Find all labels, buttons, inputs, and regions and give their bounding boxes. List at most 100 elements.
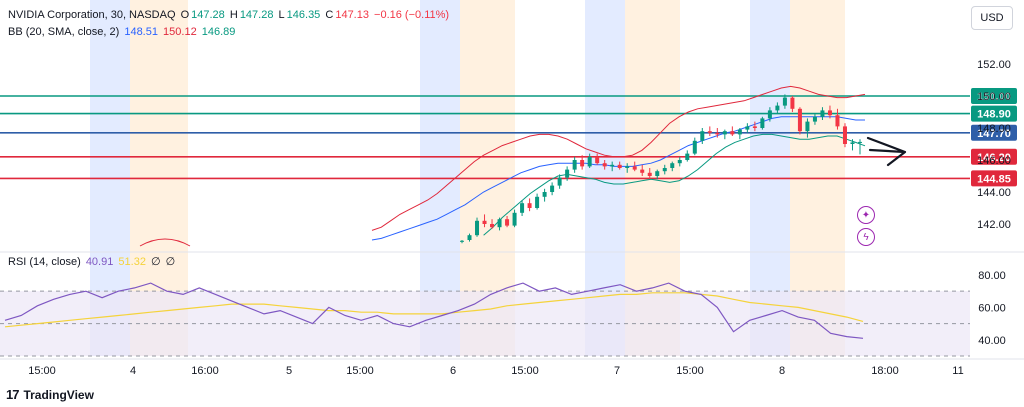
candle xyxy=(685,153,690,160)
rsi-line xyxy=(4,282,864,339)
candle xyxy=(790,97,795,109)
candle xyxy=(835,115,840,127)
rsi-tick: 80.00 xyxy=(978,270,1006,282)
candle xyxy=(557,177,562,186)
level-label: 144.85 xyxy=(977,173,1011,185)
open-label: O xyxy=(180,9,190,21)
sparkle-icon[interactable]: ✦ xyxy=(857,206,875,224)
rsi-tick: 40.00 xyxy=(978,335,1006,347)
price-tick: 144.00 xyxy=(977,187,1011,199)
time-tick: 15:00 xyxy=(511,365,539,377)
price-tick: 150.00 xyxy=(977,91,1011,103)
time-tick: 5 xyxy=(286,365,292,377)
candle xyxy=(482,220,487,224)
time-tick: 8 xyxy=(779,365,785,377)
time-tick: 6 xyxy=(450,365,456,377)
candle xyxy=(745,126,750,130)
lightning-icon[interactable]: ϟ xyxy=(857,228,875,246)
low-label: L xyxy=(278,9,285,21)
candle xyxy=(692,140,697,154)
candle xyxy=(497,219,502,228)
low-value: 146.35 xyxy=(286,9,321,21)
price-legend: NVIDIA Corporation, 30, NASDAQ O 147.28 H… xyxy=(8,9,451,21)
candle xyxy=(700,131,705,141)
time-tick: 7 xyxy=(614,365,620,377)
bb-legend: BB (20, SMA, close, 2) 148.51 150.12 146… xyxy=(8,26,237,38)
candle xyxy=(722,131,727,135)
price-tick: 152.00 xyxy=(977,59,1011,71)
brand-name: TradingView xyxy=(23,387,94,402)
bb-lower-value: 146.89 xyxy=(201,26,236,38)
candle xyxy=(812,116,817,122)
bb-upper-line xyxy=(371,85,866,231)
candle xyxy=(805,121,810,132)
close-label: C xyxy=(325,9,334,21)
bb-upper-fragment xyxy=(139,238,191,247)
tradingview-brand[interactable]: 17 TradingView xyxy=(6,387,94,402)
candle xyxy=(655,171,660,176)
rsi-ma-line xyxy=(4,292,864,328)
rsi-ma-value: 51.32 xyxy=(118,256,146,268)
candle xyxy=(490,224,495,228)
high-value: 147.28 xyxy=(239,9,274,21)
currency-button[interactable]: USD xyxy=(971,6,1013,30)
candle xyxy=(617,164,622,168)
candle xyxy=(527,203,532,208)
candle xyxy=(737,129,742,135)
candle xyxy=(775,105,780,111)
rsi-extra-2: ∅ xyxy=(165,256,176,268)
level-badge xyxy=(971,124,1017,141)
candle xyxy=(587,156,592,167)
price-tick: 146.00 xyxy=(977,155,1011,167)
candle xyxy=(760,118,765,128)
candle xyxy=(820,110,825,117)
level-badge xyxy=(971,148,1017,165)
candle xyxy=(610,164,615,167)
candle xyxy=(662,168,667,172)
candle xyxy=(550,185,555,192)
level-label: 146.20 xyxy=(977,152,1011,164)
candle xyxy=(535,196,540,208)
candle xyxy=(730,131,735,135)
time-tick: 15:00 xyxy=(676,365,704,377)
candle xyxy=(797,108,802,132)
price-tick: 148.00 xyxy=(977,123,1011,135)
candle xyxy=(715,132,720,135)
candle xyxy=(460,240,464,242)
time-tick: 18:00 xyxy=(871,365,899,377)
rsi-extra-1: ∅ xyxy=(151,256,161,268)
rsi-tick: 60.00 xyxy=(978,302,1006,314)
candle xyxy=(858,141,862,143)
candle xyxy=(677,160,682,164)
open-value: 147.28 xyxy=(191,9,225,21)
candle xyxy=(580,160,585,167)
candle xyxy=(467,235,472,240)
bb-label: BB (20, SMA, close, 2) xyxy=(8,26,120,38)
candle xyxy=(827,110,832,116)
candle xyxy=(842,126,847,144)
candle xyxy=(595,156,600,164)
level-badge xyxy=(971,88,1017,104)
time-tick: 11 xyxy=(952,365,963,377)
bb-basis-value: 148.51 xyxy=(124,26,158,38)
candle xyxy=(565,169,570,178)
candle xyxy=(782,97,787,106)
bb-lower-line xyxy=(483,133,866,236)
down-arrow-annotation xyxy=(866,136,907,167)
tradingview-logo-icon: 17 xyxy=(6,387,20,402)
symbol-title: NVIDIA Corporation, 30, NASDAQ xyxy=(8,9,176,21)
candle xyxy=(475,220,480,236)
candle xyxy=(505,219,510,226)
candle xyxy=(707,131,712,133)
candle xyxy=(632,166,637,170)
level-label: 148.90 xyxy=(977,109,1011,121)
price-tick: 142.00 xyxy=(977,219,1011,231)
high-label: H xyxy=(229,9,238,21)
level-badge xyxy=(971,170,1017,187)
candle xyxy=(602,163,607,167)
candle xyxy=(850,142,855,144)
level-label: 147.70 xyxy=(977,128,1011,140)
time-tick: 16:00 xyxy=(191,365,219,377)
bb-upper-value: 150.12 xyxy=(163,26,197,38)
